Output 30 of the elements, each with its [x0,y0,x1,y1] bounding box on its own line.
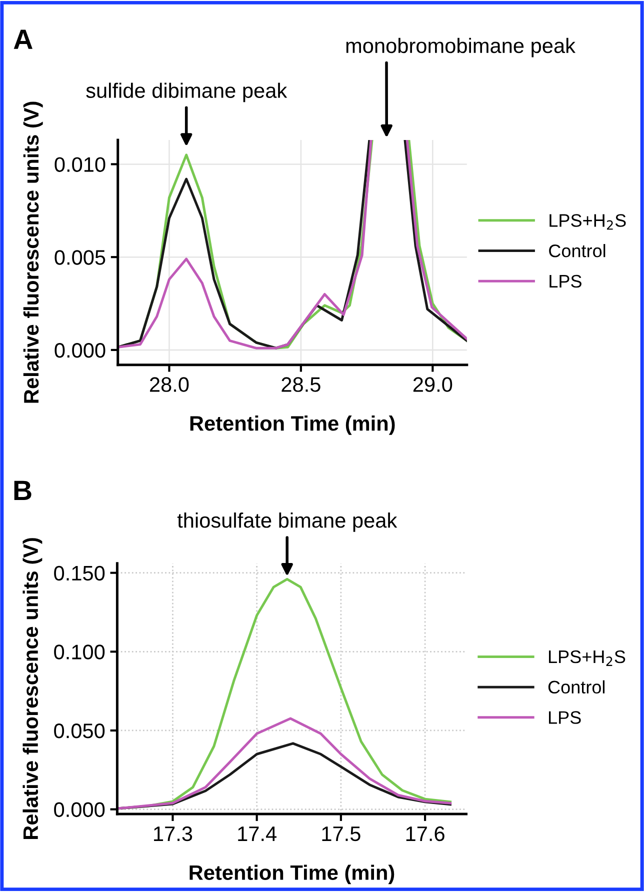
x-tick-label: 17.3 [154,826,192,842]
y-tick-label: 0.000 [54,342,106,358]
y-tick-label: 0.050 [54,723,105,738]
y-tick-label: 0.000 [54,802,105,818]
y-tick-label: 0.010 [54,157,106,172]
text: B [14,480,32,500]
annotation: thiosulfate bimane peak [177,512,398,532]
x-tick-label: 17.4 [238,826,276,841]
legend-label: Control [549,244,606,258]
legend-label: LPS+H$_{2}$S [548,650,626,666]
x-tick-label: 28.0 [150,377,189,392]
x-tick-label: 28.5 [282,377,320,392]
y-tick-label: 0.100 [54,644,105,660]
line-series [117,717,452,810]
y-tick-label: 0.150 [54,566,105,581]
x-tick-label: 17.6 [406,826,444,842]
legend-label: LPS [548,711,581,724]
x-tick-label: 29.0 [413,377,452,392]
y-axis-title: Relative fluorescence units (V) [23,102,43,403]
x-tick-label: 17.5 [322,826,360,842]
y-tick-label: 0.005 [54,250,106,265]
y-axis-title: Relative fluorescence units (V) [22,538,42,839]
text: monobromobimane peak [346,38,576,58]
legend-label: Control [548,680,605,694]
x-axis-title: Retention Time (min) [190,864,394,884]
legend-label: LPS [550,274,582,288]
annotation: sulfide dibimane peak [86,82,288,102]
x-axis-title: Retention Time (min) [190,416,395,435]
legend-label: LPS+H$_{2}$S [550,214,626,230]
text: A [14,30,32,49]
